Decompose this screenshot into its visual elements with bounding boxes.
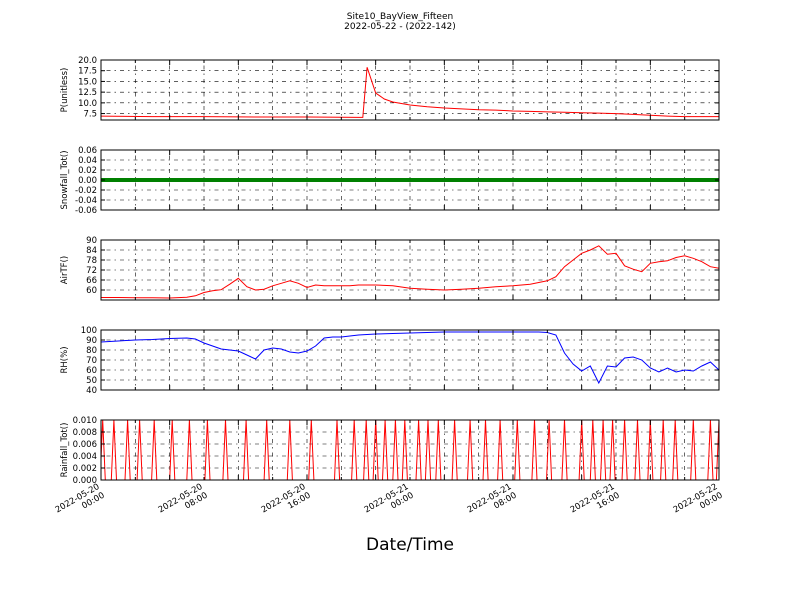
y-tick-label: 0.000: [73, 476, 97, 486]
y-tick-label: 17.5: [78, 67, 97, 77]
chart-title: Site10_BayView_Fifteen: [347, 12, 453, 22]
y-tick-label: -0.02: [75, 186, 97, 196]
y-tick-label: 7.5: [83, 110, 97, 120]
y-tick-label: 0.010: [73, 416, 97, 426]
y-tick-label: 0.00: [78, 176, 97, 186]
y-tick-label: 20.0: [78, 56, 97, 66]
series-line-4: [101, 331, 719, 385]
y-axis-label: Rainfall_Tot(): [60, 423, 70, 478]
y-tick-label: -0.04: [75, 196, 97, 206]
series-line-5: [101, 420, 719, 480]
y-axis-label: Snowfall_Tot(): [60, 150, 70, 209]
y-tick-label: 72: [86, 266, 97, 276]
y-tick-label: 90: [86, 336, 97, 346]
y-tick-label: 70: [86, 356, 97, 366]
y-tick-label: 15.0: [78, 77, 97, 87]
y-tick-label: 0.06: [78, 146, 97, 156]
y-axis-label: P(unitless): [60, 68, 70, 113]
y-tick-label: 12.5: [78, 88, 97, 98]
y-tick-label: 100: [81, 326, 97, 336]
series-line-1: [101, 67, 719, 118]
y-axis-label: AirTF(): [60, 256, 70, 284]
y-tick-label: 0.04: [78, 156, 97, 166]
y-tick-label: 60: [86, 286, 97, 296]
y-tick-label: 10.0: [78, 99, 97, 109]
y-tick-label: 0.002: [73, 464, 97, 474]
y-tick-label: 0.004: [73, 452, 97, 462]
y-tick-label: -0.06: [75, 206, 97, 216]
y-tick-label: 84: [86, 246, 97, 256]
panel-1: 7.510.012.515.017.520.0 P(unitless): [60, 56, 720, 121]
y-tick-label: 66: [86, 276, 97, 286]
chart-subtitle: 2022-05-22 - (2022-142): [344, 22, 456, 32]
y-tick-label: 50: [86, 376, 97, 386]
x-axis-label: Date/Time: [366, 535, 454, 555]
y-tick-label: 40: [86, 386, 97, 396]
series-line-3: [101, 245, 719, 299]
y-tick-label: 78: [86, 256, 97, 266]
y-tick-label: 80: [86, 346, 97, 356]
y-axis-label: RH(%): [60, 346, 70, 373]
y-tick-label: 0.006: [73, 440, 97, 450]
y-tick-label: 90: [86, 236, 97, 246]
panel-2: -0.06-0.04-0.020.000.020.040.06 Snowfall_…: [60, 146, 720, 216]
y-tick-label: 0.008: [73, 428, 97, 438]
y-tick-label: 60: [86, 366, 97, 376]
panel-5: 0.000 0.002 0.004 0.006 0.008 0.010Rainfall_T…: [60, 416, 720, 486]
y-tick-label: 0.02: [78, 166, 97, 176]
